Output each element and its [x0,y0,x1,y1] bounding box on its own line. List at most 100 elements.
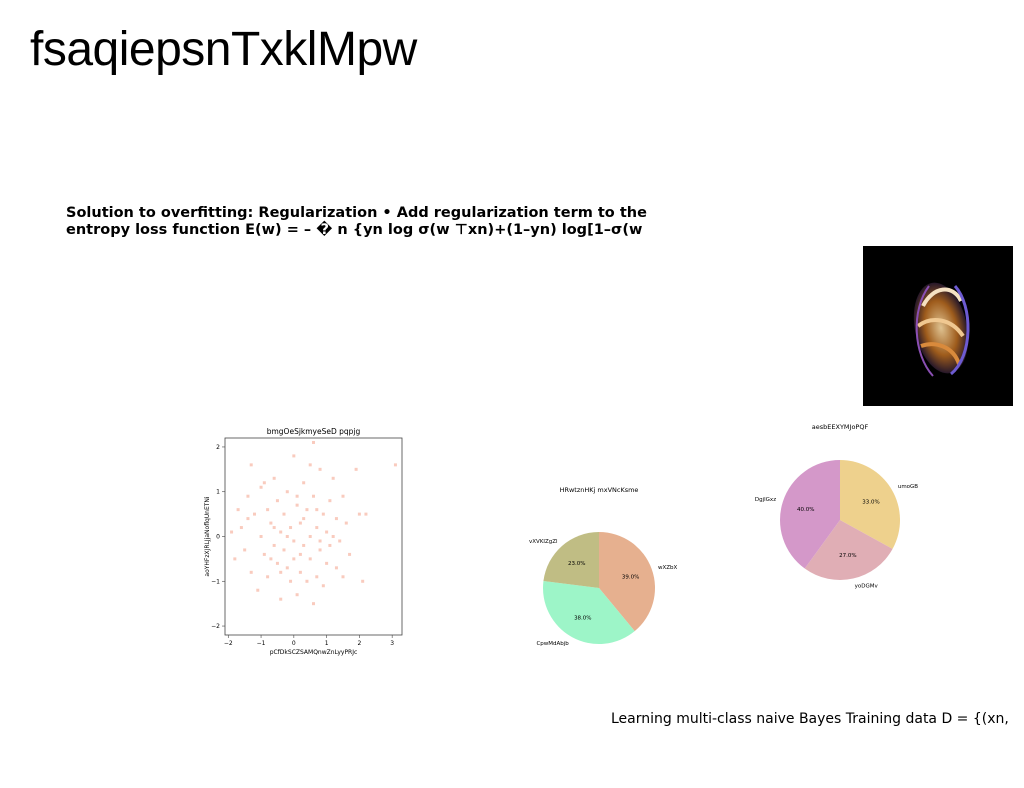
scatter-point [361,579,365,583]
pie-slice [840,460,900,549]
scatter-point [334,566,338,570]
scatter-point [285,566,289,570]
scatter-point [259,485,263,489]
scatter-frame [224,437,403,636]
pie-slice [804,520,893,580]
pie-pct-label: 38.0% [574,615,591,621]
y-tick-label: −2 [211,623,220,630]
pie-title: HRwtznHKj mxVNcKsme [560,486,639,494]
pie-chart-2: aesbEEXYMJoPQF 33.0% umoGB 27.0% yoDGMv 40.0%… [755,423,918,590]
scatter-point [295,503,299,507]
scatter-point [292,557,296,561]
pie-title: aesbEEXYMJoPQF [812,423,869,431]
scatter-point [295,593,299,597]
scatter-point [308,535,312,538]
scatter-point [249,570,253,574]
scatter-point [341,494,345,498]
scatter-point [292,454,296,458]
scatter-point [272,476,276,480]
scatter-point [305,508,309,512]
pie-slice [780,460,840,569]
scatter-point [348,552,352,556]
scatter-point [256,588,260,592]
scatter-point [308,463,312,467]
scatter-point [289,526,293,530]
scatter-point [233,557,237,561]
bottom-text: Learning multi-class naive Bayes Trainin… [611,711,1009,727]
pie-slice-label: yoDGMv [855,584,879,590]
scatter-point [341,575,345,579]
pie-chart-1: HRwtznHKj mxVNcKsme 39.0% wXZbX 38.0% CpwMdA… [529,486,677,647]
pie-slice [543,580,635,644]
scatter-point [302,517,306,521]
y-tick-label: 2 [216,444,220,451]
x-tick-label: 2 [357,640,361,647]
y-tick-label: 0 [216,534,220,541]
scatter-point [292,539,296,543]
scatter-point [266,508,270,512]
scatter-point [302,481,306,485]
scatter-point [259,535,263,538]
scatter-point [331,476,335,480]
pie-slice-label: DgjlGxz [755,497,776,503]
scatter-point [282,548,286,552]
y-axis-label: aoYHFzXJRLJjaNoflqUnETNi [204,496,211,577]
scatter-point [272,543,276,547]
scatter-point [315,526,319,530]
pie-slice [599,532,655,632]
x-tick-label: −2 [224,640,233,647]
pie-pct-label: 23.0% [568,561,585,567]
scatter-point [269,521,273,525]
scatter-point [246,517,250,521]
scatter-point [321,512,325,516]
scatter-point [393,463,397,467]
pie-pct-label: 39.0% [622,575,639,581]
scatter-point [269,557,273,561]
scatter-point [328,543,332,547]
scatter-point [308,557,312,561]
scatter-point [230,530,234,534]
scatter-point [243,548,247,552]
text-line-2: entropy loss function E(w) = – � n {yn l… [66,222,643,238]
pie-slice [543,532,599,588]
scatter-point [262,552,266,556]
scatter-point [289,579,293,583]
x-axis-label: pCfDkSCZSAMQnwZnLyyPRJc [270,649,358,656]
scatter-point [312,494,315,498]
scatter-point [325,530,329,534]
scatter-point [253,512,256,516]
scatter-point [246,494,250,498]
scatter-point [312,440,315,444]
scatter-point [325,561,329,565]
scatter-point [266,575,270,579]
pie-slice-label: CpwMdAbjb [536,641,569,647]
scatter-point [357,512,361,516]
y-tick-label: −1 [211,578,220,585]
scatter-point [279,530,283,534]
scatter-point [318,548,322,552]
scatter-title: bmgOeSjkmyeSeD pqpjg [267,427,361,436]
scatter-point [328,499,332,503]
x-tick-label: 1 [325,640,329,647]
scatter-point [279,570,283,574]
pie-slice-label: umoGB [898,484,918,490]
scatter-point [295,494,299,498]
y-tick-label: 1 [216,489,220,496]
slide-text: Solution to overfitting: Regularization … [66,205,666,239]
scatter-point [249,463,253,467]
scatter-point [298,570,302,574]
scatter-point [239,526,243,530]
scatter-chart: bmgOeSjkmyeSeD pqpjg −2 −1 0 1 2 3 −2 −1 0 1 2 pCfDk… [204,427,403,656]
pie-slice-label: vXVKlZgZl [529,539,558,545]
scatter-point [302,543,306,547]
scatter-point [236,508,240,512]
scatter-point [298,552,302,556]
scatter-point [279,597,283,601]
scatter-point [338,539,342,543]
scatter-point [275,561,279,565]
scatter-point [331,535,335,538]
pie-pct-label: 40.0% [797,507,814,513]
photo-image [863,246,1013,406]
scatter-point [334,517,338,521]
scatter-point [344,521,348,525]
